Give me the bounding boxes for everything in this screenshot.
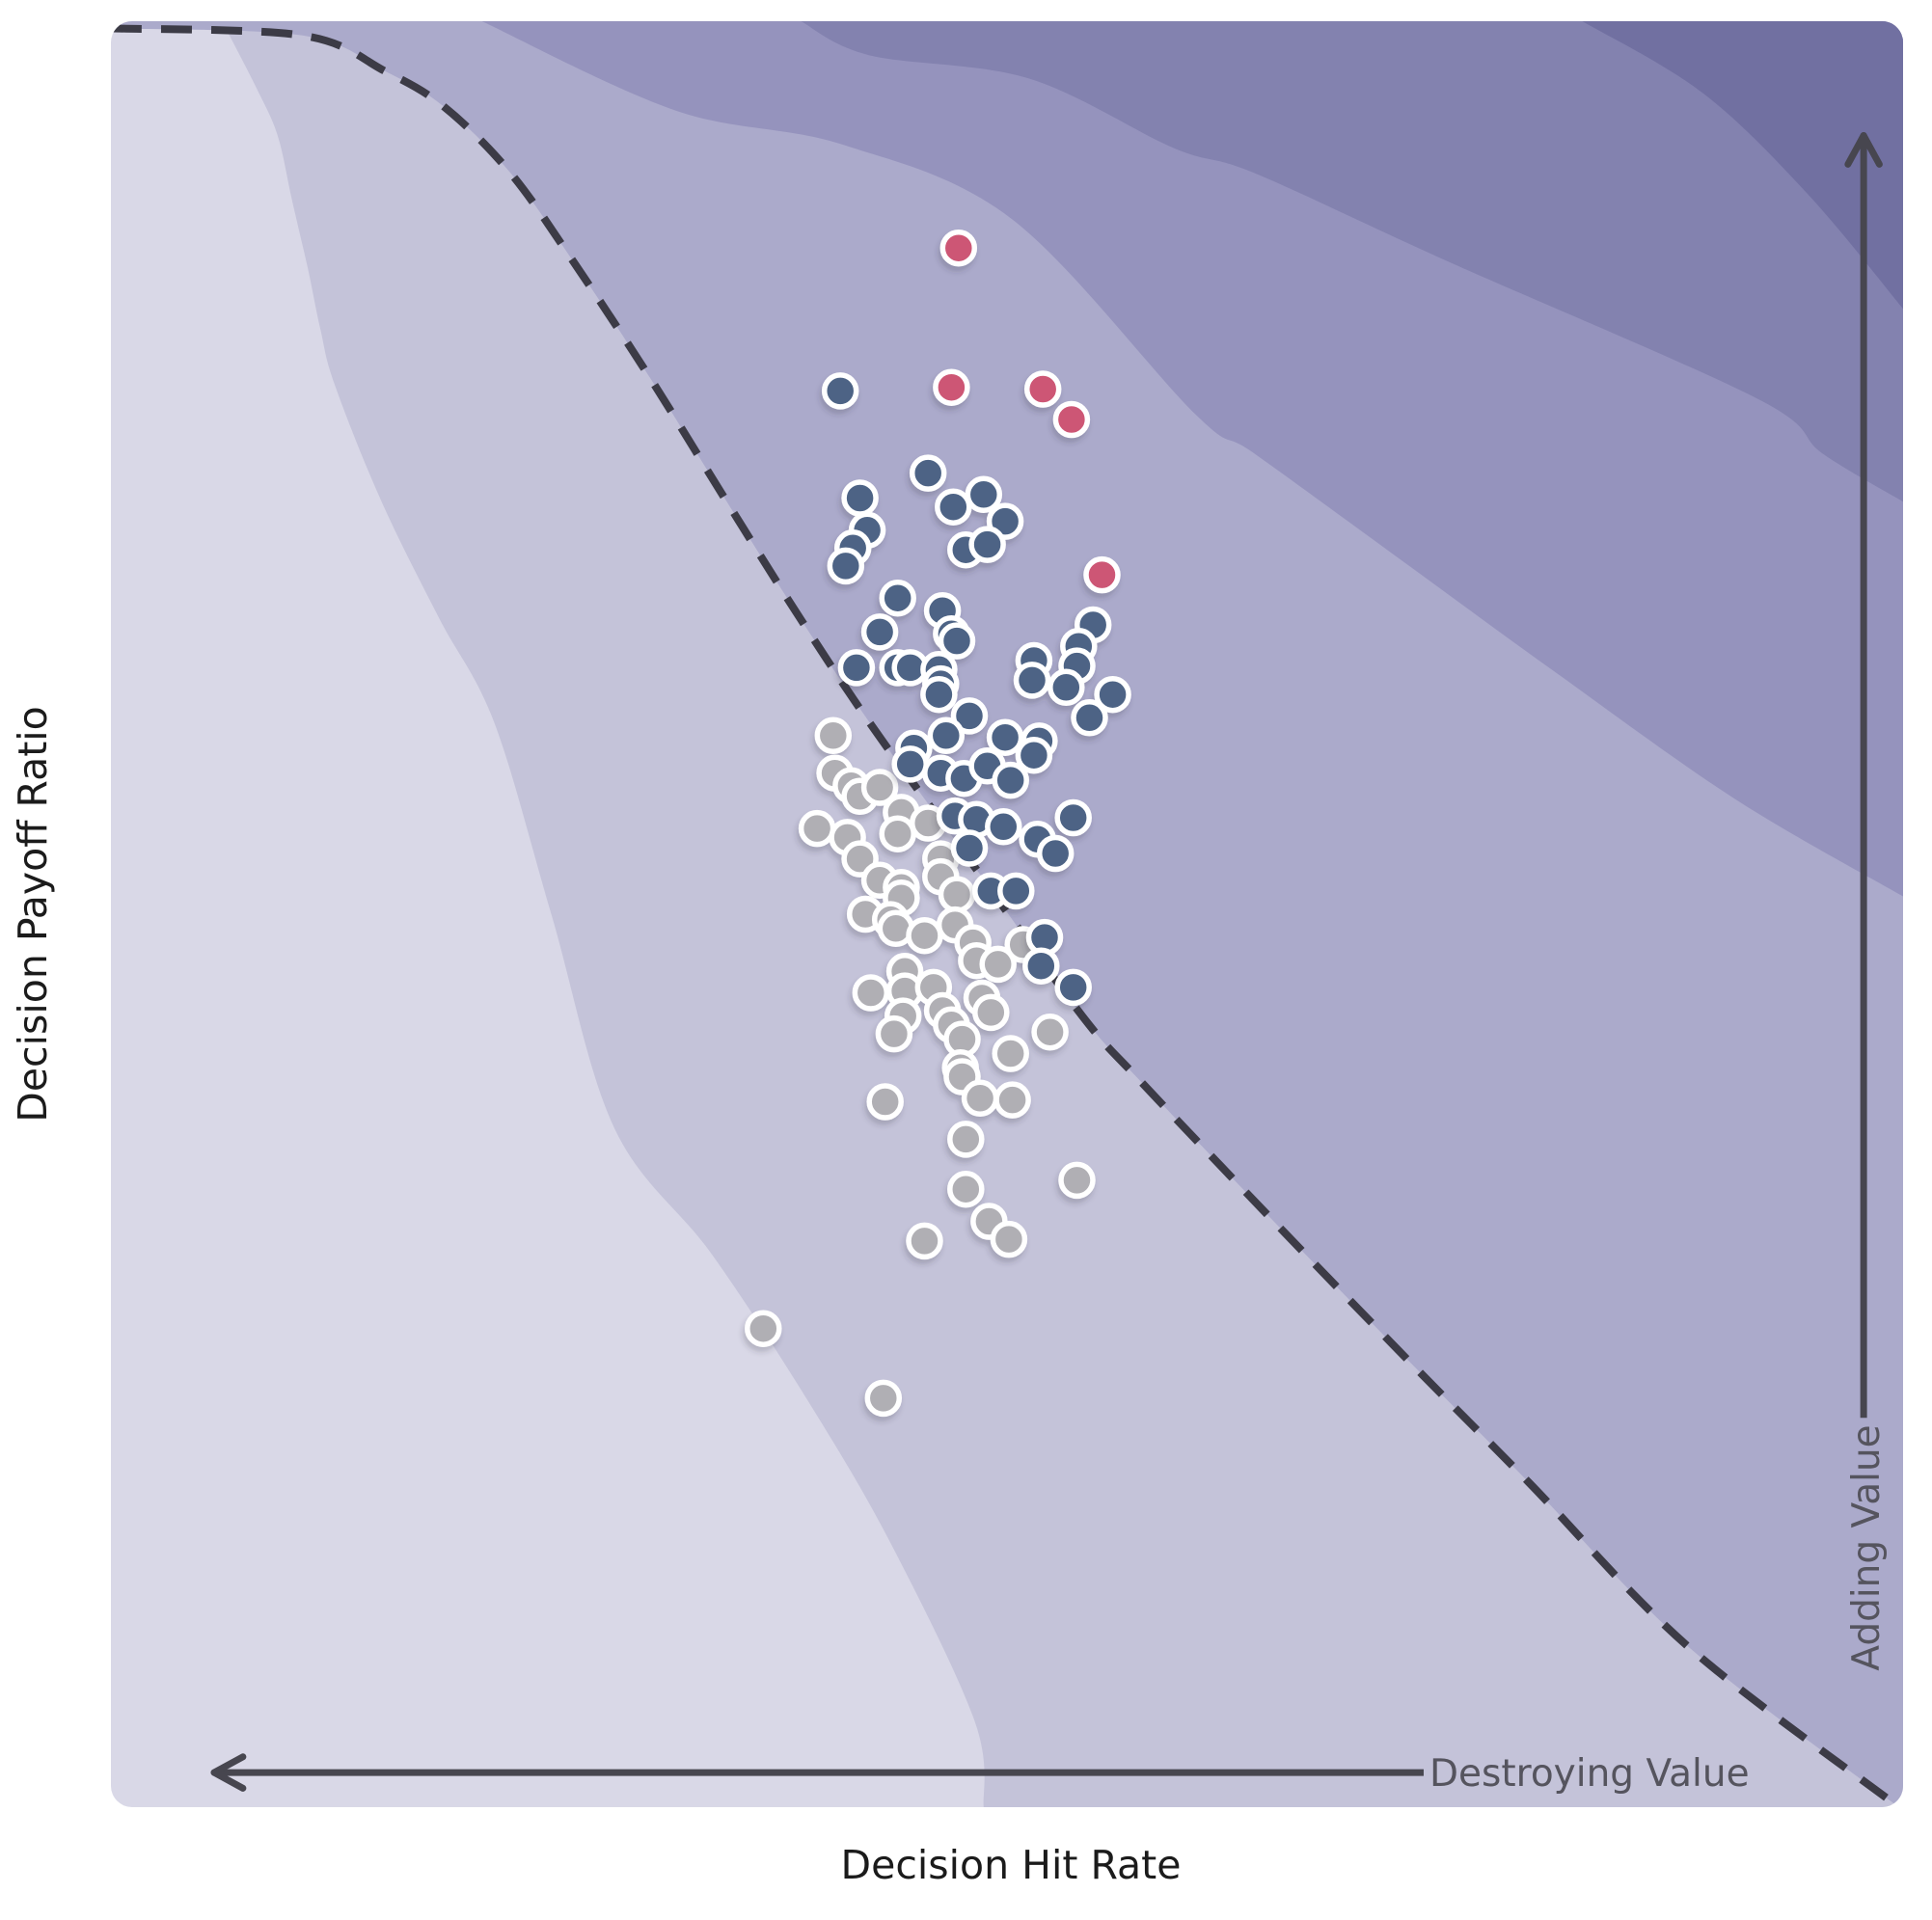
scatter-point (939, 229, 978, 267)
scatter-point (985, 808, 1022, 846)
scatter-point (879, 579, 916, 617)
scatter-point (992, 761, 1029, 799)
scatter-point (860, 613, 899, 651)
scatter-point (866, 1083, 904, 1121)
scatter-point (1015, 736, 1053, 774)
annotation-arrows (210, 132, 1883, 1792)
scatter-point (968, 526, 1006, 563)
scatter-point (992, 1035, 1029, 1072)
scatter-point (860, 769, 899, 806)
scatter-point (879, 815, 916, 852)
scatter-point (864, 1379, 903, 1418)
scatter-point (935, 488, 972, 526)
scatter-point (1036, 834, 1075, 873)
scatter-point (990, 1220, 1028, 1258)
y-axis-label: Decision Payoff Ratio (10, 706, 56, 1122)
scatter-point (1022, 947, 1060, 985)
breakeven-dashed-line (111, 24, 1897, 1807)
x-axis-label: Decision Hit Rate (841, 1842, 1182, 1888)
annotation-adding-value: Adding Value (1845, 1424, 1889, 1670)
scatter-point (961, 1079, 999, 1118)
scatter-point (906, 1222, 943, 1260)
scatter-point (1048, 668, 1085, 707)
scatter-point (909, 454, 947, 492)
annotation-destroying-value: Destroying Value (1429, 1752, 1750, 1796)
breakeven-curve (111, 24, 1897, 1807)
scatter-point (965, 475, 1003, 514)
scatter-point (827, 547, 865, 585)
scatter-point (1094, 675, 1131, 714)
scatter-point (1054, 798, 1092, 837)
scatter-point (875, 1014, 913, 1053)
scatter-point (920, 675, 958, 714)
adding-value-arrow (1844, 132, 1883, 1419)
scatter-point (997, 872, 1035, 910)
scatter-point (938, 622, 976, 660)
scatter-point (814, 717, 853, 755)
scatter-point (947, 1170, 985, 1208)
scatter-point (947, 1121, 985, 1158)
series-red-points (933, 229, 1121, 594)
scatter-point (1031, 1013, 1069, 1051)
scatter-point (979, 945, 1017, 984)
scatter-point (821, 372, 859, 410)
background-bands (111, 21, 1903, 1807)
scatter-point (950, 697, 989, 735)
scatter-point (1058, 1161, 1096, 1200)
series-gray-points (745, 717, 1096, 1418)
scatter-point (938, 876, 976, 913)
scatter-point (986, 718, 1024, 756)
scatter-point (1023, 370, 1062, 408)
scatter-points (745, 229, 1131, 1418)
scatter-point (950, 829, 989, 867)
destroying-value-arrow (210, 1753, 1424, 1792)
scatter-point (1071, 699, 1108, 737)
scatter-point (798, 809, 836, 848)
scatter-point (972, 993, 1010, 1032)
band-region-band-6-darkest (1582, 21, 1903, 310)
scatter-point (745, 1310, 782, 1347)
scatter-point (891, 745, 929, 783)
scatter-point (933, 368, 970, 406)
scatter-point (841, 479, 879, 517)
scatter-point (837, 649, 876, 687)
scatter-point (852, 974, 890, 1012)
series-navy-points (821, 372, 1131, 1007)
scatter-point (1054, 968, 1092, 1007)
scatter-point (1052, 400, 1091, 439)
scatter-point (906, 916, 943, 955)
scatter-point (993, 1081, 1031, 1119)
scatter-point (1013, 662, 1051, 699)
band-region-band-5 (801, 21, 1903, 502)
scatter-point (927, 717, 966, 755)
scatter-point (1083, 555, 1121, 594)
